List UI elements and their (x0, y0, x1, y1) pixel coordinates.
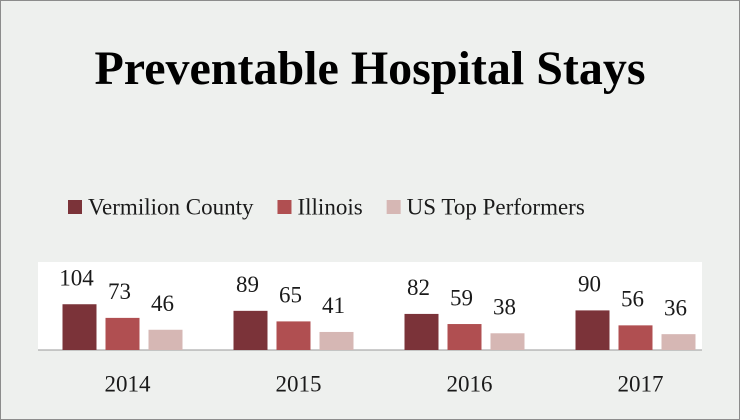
x-tick-label: 2014 (105, 371, 152, 396)
data-label: 82 (407, 275, 430, 300)
bar (404, 313, 439, 350)
data-label: 36 (664, 295, 687, 320)
data-label: 46 (151, 291, 174, 316)
x-tick-label: 2015 (276, 371, 322, 396)
data-label: 56 (621, 287, 644, 312)
bar (575, 310, 610, 350)
bar (148, 329, 183, 350)
data-label: 73 (108, 279, 131, 304)
bar (62, 304, 97, 350)
bar (105, 317, 140, 350)
bar (319, 331, 354, 350)
legend-swatch (277, 200, 292, 214)
data-label: 38 (493, 295, 516, 320)
data-label: 59 (450, 285, 473, 310)
bar (276, 321, 311, 350)
bar (447, 324, 482, 350)
data-label: 65 (279, 283, 302, 308)
legend-swatch (386, 200, 401, 214)
legend-label: Illinois (297, 194, 362, 219)
x-tick-label: 2017 (618, 371, 664, 396)
bar (618, 325, 653, 350)
legend-swatch (68, 200, 82, 214)
bar (490, 333, 525, 350)
legend-label: Vermilion County (88, 194, 254, 219)
data-label: 90 (578, 272, 601, 297)
bar (233, 310, 268, 350)
data-label: 104 (59, 266, 94, 291)
data-label: 89 (236, 272, 259, 297)
bar (661, 334, 696, 350)
x-tick-label: 2016 (447, 371, 493, 396)
legend-label: US Top Performers (407, 194, 585, 219)
data-label: 41 (322, 293, 345, 318)
chart-title: Preventable Hospital Stays (94, 42, 646, 95)
